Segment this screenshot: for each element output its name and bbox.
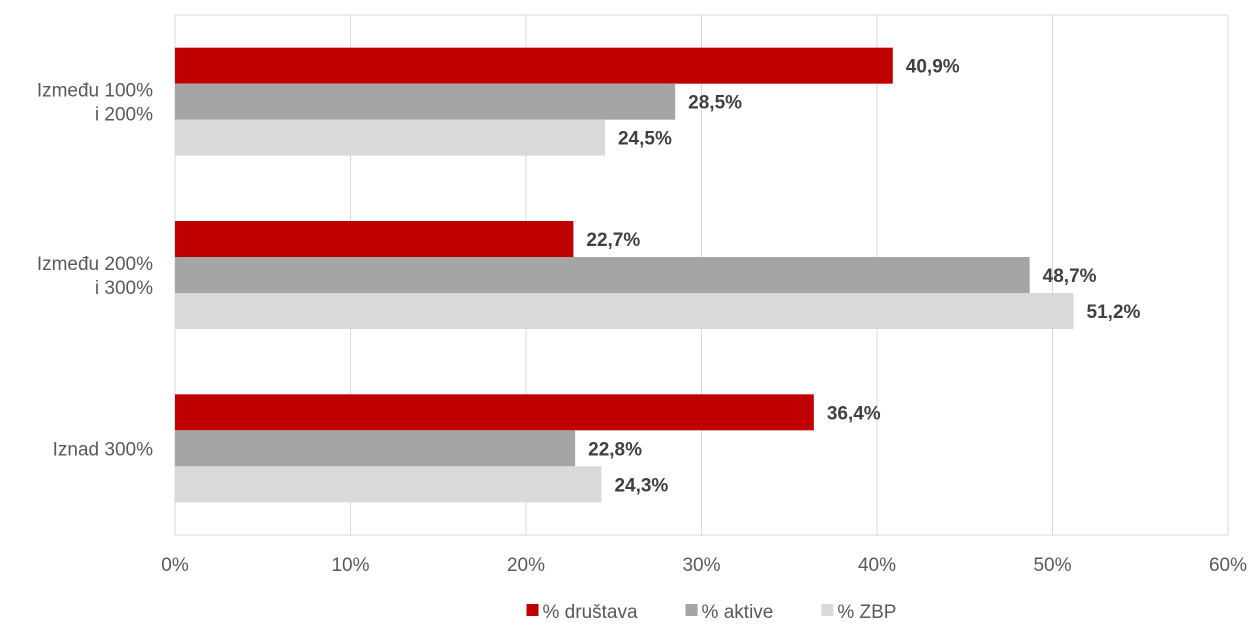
- legend: % društava % aktive % ZBP: [526, 602, 896, 623]
- axes: 0% 10% 20% 30% 40% 50% 60% Između 100% i 200% Izm…: [37, 81, 1247, 576]
- x-tick-label: 40%: [858, 555, 896, 576]
- data-label: 28,5%: [688, 93, 742, 114]
- bar: [175, 221, 574, 257]
- legend-label: % ZBP: [837, 602, 896, 623]
- bar: [175, 257, 1030, 293]
- legend-item: % aktive: [685, 602, 774, 623]
- bar: [175, 47, 893, 84]
- bar: [175, 430, 576, 467]
- data-label: 36,4%: [827, 403, 881, 424]
- data-label: 40,9%: [906, 57, 960, 78]
- bar: [175, 466, 602, 503]
- data-label: 22,8%: [588, 439, 642, 460]
- data-label: 24,5%: [618, 129, 672, 150]
- category-label: Između 200% i 300%: [37, 254, 153, 299]
- data-label: 48,7%: [1043, 266, 1097, 287]
- x-tick-label: 60%: [1209, 555, 1247, 576]
- data-label: 51,2%: [1087, 302, 1141, 323]
- bar: [175, 83, 676, 120]
- legend-label: % aktive: [702, 602, 774, 623]
- x-tick-label: 50%: [1033, 555, 1071, 576]
- bars: [175, 47, 1074, 503]
- bar: [175, 119, 605, 156]
- x-tick-label: 10%: [331, 555, 369, 576]
- legend-label: % društava: [543, 602, 638, 623]
- data-label: 22,7%: [586, 230, 640, 251]
- legend-item: % društava: [526, 602, 638, 623]
- x-tick-label: 30%: [682, 555, 720, 576]
- category-label: Iznad 300%: [53, 439, 153, 460]
- legend-swatch: [685, 604, 698, 616]
- bar: [175, 293, 1074, 329]
- x-tick-label: 0%: [161, 555, 189, 576]
- legend-swatch: [526, 604, 539, 616]
- legend-swatch: [821, 604, 834, 616]
- data-labels: 40,9% 28,5% 24,5% 22,7% 48,7% 51,2% 36,4% 22,8%…: [586, 57, 1140, 497]
- bar: [175, 394, 814, 431]
- category-label: Između 100% i 200%: [37, 81, 153, 126]
- x-tick-label: 20%: [507, 555, 545, 576]
- data-label: 24,3%: [614, 475, 668, 496]
- legend-item: % ZBP: [821, 602, 896, 623]
